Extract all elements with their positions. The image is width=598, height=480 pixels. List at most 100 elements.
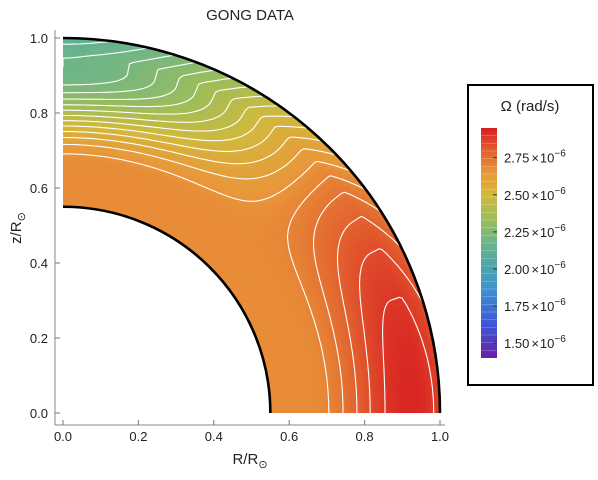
- heatmap-cell: [363, 385, 370, 394]
- heatmap-cell: [96, 95, 105, 102]
- heatmap-cell: [331, 400, 338, 408]
- heatmap-cell: [364, 405, 371, 413]
- heatmap-cell: [334, 381, 341, 390]
- heatmap-cell: [72, 178, 79, 184]
- heatmap-cell: [315, 383, 322, 391]
- heatmap-cell: [66, 191, 73, 198]
- heatmap-cell: [330, 388, 337, 396]
- heatmap-cell: [77, 168, 85, 175]
- heatmap-cell: [314, 372, 321, 380]
- heatmap-cell: [67, 173, 74, 179]
- heatmap-cell: [286, 377, 293, 384]
- heatmap-cell: [272, 379, 279, 386]
- heatmap-cell: [321, 400, 328, 408]
- heatmap-cell: [98, 133, 107, 140]
- heatmap-cell: [82, 94, 91, 101]
- heatmap-cell: [312, 406, 319, 413]
- heatmap-cell: [322, 406, 328, 413]
- heatmap-cell: [336, 399, 342, 408]
- heatmap-cell: [336, 405, 342, 413]
- y-axis-label: z/R⊙: [8, 212, 28, 244]
- heatmap-cell: [353, 386, 361, 394]
- y-tick-label: 0.8: [30, 106, 48, 121]
- heatmap-cell: [71, 187, 78, 194]
- heatmap-cell: [82, 98, 91, 105]
- heatmap-cell: [321, 394, 328, 402]
- y-tick-label: 0.0: [30, 406, 48, 421]
- heatmap-cell: [92, 179, 99, 186]
- heatmap-cell: [353, 379, 360, 388]
- heatmap-cell: [73, 145, 81, 152]
- heatmap-cell: [279, 397, 286, 404]
- heatmap-cell: [96, 147, 104, 154]
- heatmap-cell: [80, 131, 88, 138]
- heatmap-cell: [68, 126, 76, 133]
- heatmap-cell: [89, 155, 97, 163]
- heatmap-cell: [317, 400, 323, 408]
- x-tick-label: 0.2: [129, 429, 147, 444]
- heatmap-cell: [307, 401, 314, 408]
- heatmap-cell: [291, 376, 298, 384]
- heatmap-cell: [87, 179, 94, 186]
- heatmap-cell: [104, 167, 112, 174]
- heatmap-cell: [75, 93, 85, 100]
- heatmap-cell: [290, 371, 297, 379]
- heatmap-cell: [350, 399, 356, 407]
- heatmap-cell: [342, 368, 349, 377]
- heatmap-cell: [279, 402, 286, 409]
- heatmap-cell: [309, 373, 317, 381]
- heatmap-cell: [291, 381, 298, 388]
- colorbar-legend: Ω (rad/s) 2.75 ×10−62.50 ×10−62.25 ×10−62.0…: [467, 84, 594, 386]
- heatmap-cell: [278, 388, 285, 395]
- heatmap-cell: [359, 392, 366, 401]
- heatmap-cell: [98, 199, 106, 207]
- heatmap-cell: [364, 398, 370, 407]
- heatmap-cell: [328, 370, 335, 379]
- heatmap-cell: [301, 380, 308, 387]
- heatmap-cell: [359, 398, 366, 407]
- heatmap-cell: [72, 173, 79, 180]
- heatmap-cell: [63, 196, 68, 203]
- heatmap-cell: [307, 395, 314, 403]
- heatmap-cell: [340, 399, 347, 407]
- heatmap-cell: [378, 397, 385, 407]
- heatmap-cell: [92, 175, 100, 182]
- heatmap-cell: [347, 373, 355, 382]
- heatmap-cell: [293, 406, 300, 413]
- heatmap-cell: [293, 365, 301, 373]
- heatmap-cell: [326, 400, 333, 408]
- x-tick-label: 0.0: [54, 429, 72, 444]
- heatmap-cell: [312, 395, 318, 403]
- heatmap-cell: [306, 384, 313, 392]
- plot-frame: [54, 30, 445, 426]
- heatmap-cell: [72, 159, 80, 166]
- heatmap-cell: [280, 372, 288, 380]
- heatmap-cell: [335, 393, 342, 402]
- heatmap-cell: [71, 192, 78, 198]
- heatmap-cell: [285, 372, 292, 379]
- heatmap-cell: [343, 380, 351, 389]
- heatmap-cell: [274, 397, 281, 404]
- heatmap-cell: [100, 190, 108, 197]
- heatmap-cell: [373, 391, 380, 400]
- heatmap-cell: [87, 174, 95, 181]
- heatmap-cell: [84, 145, 93, 153]
- heatmap-cell: [63, 51, 71, 57]
- heatmap-cell: [376, 376, 383, 386]
- heatmap-cell: [93, 123, 102, 130]
- heatmap-cell: [95, 99, 105, 107]
- heatmap-cell: [293, 396, 300, 403]
- heatmap-cell: [94, 161, 102, 168]
- heatmap-cell: [82, 178, 89, 185]
- heatmap-cell: [298, 396, 304, 403]
- heatmap-cell: [63, 191, 68, 198]
- heatmap-cell: [298, 406, 305, 413]
- heatmap-cell: [105, 162, 113, 170]
- heatmap-cell: [300, 374, 307, 382]
- heatmap-cell: [307, 390, 313, 398]
- heatmap-cell: [63, 131, 70, 137]
- heatmap-cell: [298, 364, 306, 372]
- heatmap-cell: [375, 370, 383, 379]
- heatmap-cell: [63, 163, 69, 170]
- heatmap-cell: [279, 407, 286, 413]
